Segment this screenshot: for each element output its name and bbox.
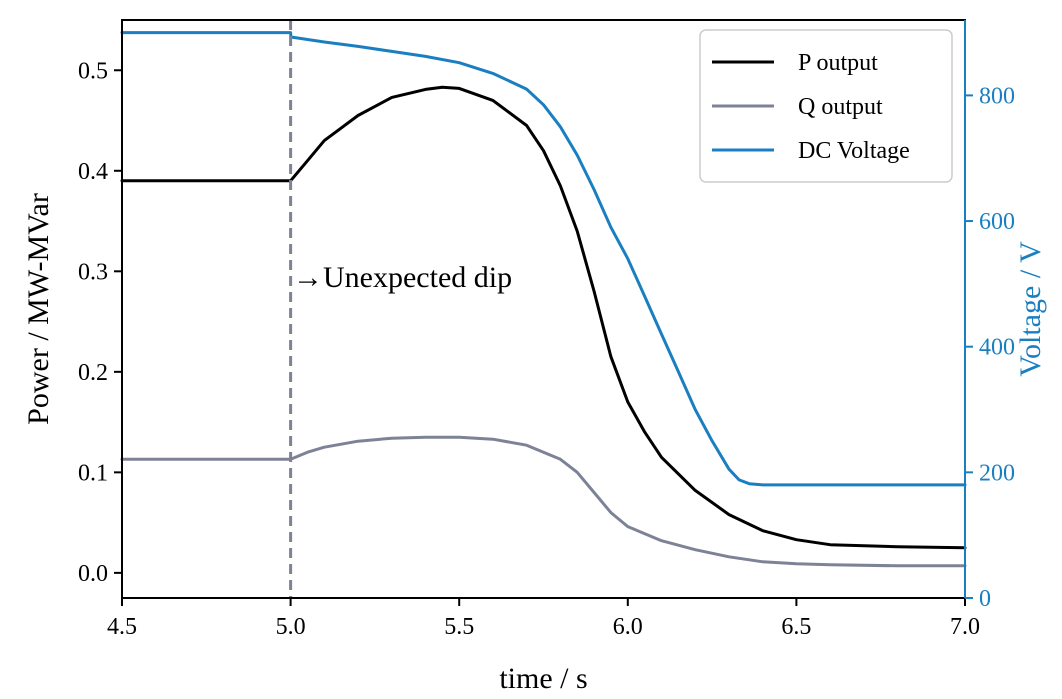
- legend-label-q-output: Q output: [798, 94, 883, 120]
- legend-label-dc-voltage: DC Voltage: [798, 138, 910, 164]
- legend-label-p-output: P output: [798, 50, 878, 76]
- x-tick-label: 6.0: [613, 614, 643, 640]
- y-left-tick-label: 0.3: [78, 259, 108, 285]
- x-tick-label: 6.5: [781, 614, 811, 640]
- y-right-axis-title: Voltage / V: [1014, 241, 1047, 377]
- x-tick-label: 5.0: [276, 614, 306, 640]
- y-left-tick-label: 0.2: [78, 360, 108, 386]
- y-left-tick-label: 0.4: [78, 159, 108, 185]
- y-right-tick-label: 400: [979, 335, 1015, 361]
- y-left-tick-label: 0.5: [78, 58, 108, 84]
- legend-box: [699, 29, 953, 183]
- y-left-tick-label: 0.1: [78, 460, 108, 486]
- y-right-tick-label: 800: [979, 83, 1015, 109]
- y-right-tick-label: 200: [979, 460, 1015, 486]
- y-left-tick-label: 0.0: [78, 561, 108, 587]
- series-line-dc-voltage: [120, 31, 967, 487]
- x-tick-label: 5.5: [444, 614, 474, 640]
- x-axis-title: time / s: [499, 662, 587, 695]
- x-tick-label: 7.0: [950, 614, 980, 640]
- series-line-q-output: [120, 435, 967, 568]
- y-left-axis-title: Power / MW-MVar: [22, 193, 55, 425]
- y-right-tick-label: 600: [979, 209, 1015, 235]
- series-line-p-output: [120, 85, 967, 550]
- y-right-tick-label: 0: [979, 586, 991, 612]
- series-layer: [120, 20, 967, 598]
- x-tick-label: 4.5: [107, 614, 137, 640]
- legend: P output Q output DC Voltage: [699, 29, 953, 183]
- ticks-layer: 4.5 5.0 5.5 6.0 6.5 7.0 0.0 0.1 0.2 0.3 0.4 0.5 0 200…: [78, 58, 1015, 640]
- annotation-unexpected-dip: →Unexpected dip: [293, 261, 512, 294]
- axes-layer: [121, 19, 966, 599]
